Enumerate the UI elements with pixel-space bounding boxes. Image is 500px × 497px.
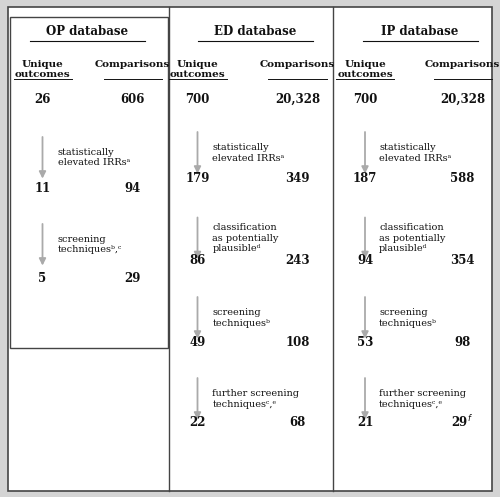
Text: 21: 21 bbox=[357, 416, 373, 429]
Text: 49: 49 bbox=[190, 336, 206, 349]
Text: Unique
outcomes: Unique outcomes bbox=[170, 60, 226, 79]
Text: Comparisons: Comparisons bbox=[425, 60, 500, 69]
Text: 588: 588 bbox=[450, 172, 474, 185]
Text: 26: 26 bbox=[34, 93, 50, 106]
Text: Unique
outcomes: Unique outcomes bbox=[14, 60, 70, 79]
Text: IP database: IP database bbox=[382, 25, 458, 38]
Text: 20,328: 20,328 bbox=[275, 93, 320, 106]
Text: 243: 243 bbox=[285, 254, 310, 267]
Text: 68: 68 bbox=[290, 416, 306, 429]
Text: 29: 29 bbox=[124, 272, 140, 285]
Text: 187: 187 bbox=[353, 172, 377, 185]
Text: 349: 349 bbox=[285, 172, 310, 185]
Text: 29$^f$: 29$^f$ bbox=[452, 414, 473, 430]
Text: ED database: ED database bbox=[214, 25, 296, 38]
Text: statistically
elevated IRRsᵃ: statistically elevated IRRsᵃ bbox=[379, 143, 451, 163]
Text: 53: 53 bbox=[357, 336, 373, 349]
Text: 354: 354 bbox=[450, 254, 475, 267]
Text: 700: 700 bbox=[353, 93, 377, 106]
Text: 86: 86 bbox=[190, 254, 206, 267]
Text: 108: 108 bbox=[286, 336, 310, 349]
Text: 22: 22 bbox=[189, 416, 206, 429]
Text: 20,328: 20,328 bbox=[440, 93, 485, 106]
Text: 179: 179 bbox=[186, 172, 210, 185]
Text: screening
techniquesᵇ: screening techniquesᵇ bbox=[379, 308, 437, 328]
Text: classification
as potentially
plausibleᵈ: classification as potentially plausibleᵈ bbox=[379, 224, 446, 253]
Text: 700: 700 bbox=[186, 93, 210, 106]
Text: statistically
elevated IRRsᵃ: statistically elevated IRRsᵃ bbox=[212, 143, 285, 163]
Text: further screening
techniquesᶜ,ᵉ: further screening techniquesᶜ,ᵉ bbox=[212, 389, 300, 409]
Text: Comparisons: Comparisons bbox=[95, 60, 170, 69]
Text: 606: 606 bbox=[120, 93, 144, 106]
Text: Comparisons: Comparisons bbox=[260, 60, 335, 69]
Bar bbox=[10, 17, 168, 348]
Text: further screening
techniquesᶜ,ᵉ: further screening techniquesᶜ,ᵉ bbox=[379, 389, 466, 409]
Text: screening
techniquesᵇ: screening techniquesᵇ bbox=[212, 308, 270, 328]
Text: 98: 98 bbox=[454, 336, 470, 349]
Text: Unique
outcomes: Unique outcomes bbox=[337, 60, 393, 79]
Text: statistically
elevated IRRsᵃ: statistically elevated IRRsᵃ bbox=[58, 148, 130, 167]
Text: 5: 5 bbox=[38, 272, 46, 285]
Text: classification
as potentially
plausibleᵈ: classification as potentially plausibleᵈ bbox=[212, 224, 279, 253]
Text: 11: 11 bbox=[34, 182, 50, 195]
Text: 94: 94 bbox=[124, 182, 140, 195]
Text: 94: 94 bbox=[357, 254, 373, 267]
Text: screening
techniquesᵇ,ᶜ: screening techniquesᵇ,ᶜ bbox=[58, 235, 122, 254]
Text: OP database: OP database bbox=[46, 25, 128, 38]
